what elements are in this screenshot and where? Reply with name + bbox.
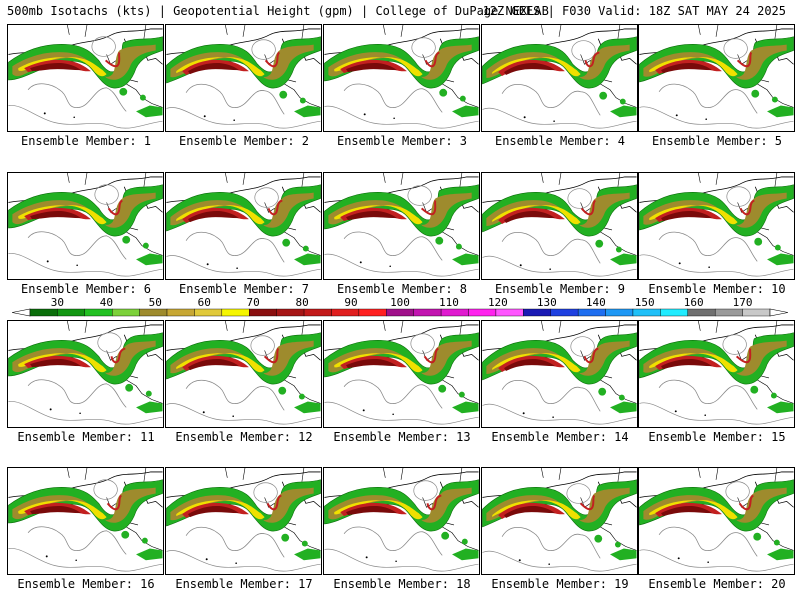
colorbar-swatch: [550, 308, 579, 317]
ensemble-member-map: [323, 172, 480, 280]
ensemble-member-caption: Ensemble Member: 6: [20, 282, 152, 296]
colorbar-swatch: [440, 308, 469, 317]
colorbar-label: 90: [344, 296, 357, 309]
colorbar-swatch: [714, 308, 743, 317]
ensemble-member-caption: Ensemble Member: 15: [648, 430, 786, 444]
ensemble-member-caption: Ensemble Member: 12: [175, 430, 313, 444]
ensemble-member-caption: Ensemble Member: 10: [648, 282, 786, 296]
colorbar-swatch: [358, 308, 387, 317]
ensemble-member-map: [7, 24, 164, 132]
colorbar-swatch: [605, 308, 634, 317]
colorbar-high-arrow: [769, 308, 788, 317]
map-title: 500mb Isotachs (kts) | Geopotential Heig…: [7, 4, 549, 18]
colorbar-label: 150: [635, 296, 655, 309]
ensemble-member-map: [638, 467, 795, 575]
colorbar-swatch: [276, 308, 305, 317]
ensemble-member-map: [7, 320, 164, 428]
colorbar-swatch: [413, 308, 442, 317]
ensemble-member-map: [638, 24, 795, 132]
ensemble-member-caption: Ensemble Member: 1: [20, 134, 152, 148]
colorbar-swatch: [57, 308, 86, 317]
colorbar-swatch: [303, 308, 332, 317]
colorbar-label: 110: [439, 296, 459, 309]
colorbar-swatch: [194, 308, 223, 317]
colorbar-swatch: [249, 308, 277, 317]
colorbar-label: 140: [586, 296, 606, 309]
colorbar-label: 40: [100, 296, 113, 309]
colorbar-swatch: [166, 308, 195, 317]
colorbar-swatch: [139, 308, 168, 317]
colorbar-swatch: [112, 308, 140, 317]
ensemble-member-map: [165, 172, 322, 280]
colorbar-label: 70: [247, 296, 260, 309]
colorbar-swatch: [742, 308, 771, 317]
colorbar-low-arrow: [12, 308, 31, 317]
model-valid-time: 12Z GEFS | F030 Valid: 18Z SAT MAY 24 20…: [482, 4, 786, 18]
ensemble-member-caption: Ensemble Member: 16: [17, 577, 155, 591]
ensemble-member-map: [481, 467, 638, 575]
colorbar-label: 60: [198, 296, 211, 309]
ensemble-member-map: [165, 24, 322, 132]
ensemble-member-map: [481, 172, 638, 280]
colorbar-label: 50: [149, 296, 162, 309]
colorbar-swatch: [577, 308, 606, 317]
ensemble-member-map: [323, 320, 480, 428]
ensemble-member-map: [638, 320, 795, 428]
ensemble-member-caption: Ensemble Member: 4: [494, 134, 626, 148]
colorbar-swatch: [495, 308, 524, 317]
ensemble-member-caption: Ensemble Member: 18: [333, 577, 471, 591]
ensemble-member-caption: Ensemble Member: 17: [175, 577, 313, 591]
colorbar-label: 160: [684, 296, 704, 309]
ensemble-member-caption: Ensemble Member: 11: [17, 430, 155, 444]
ensemble-member-map: [7, 467, 164, 575]
ensemble-member-map: [481, 24, 638, 132]
colorbar-label: 170: [733, 296, 753, 309]
colorbar-label: 100: [390, 296, 410, 309]
colorbar-label: 120: [488, 296, 508, 309]
colorbar-swatch: [84, 308, 113, 317]
ensemble-member-caption: Ensemble Member: 2: [178, 134, 310, 148]
ensemble-member-map: [165, 467, 322, 575]
wind-speed-colorbar: 30 40 50 60 70 80 90 100 110 120 130 140 150 160 170: [12, 296, 788, 317]
ensemble-member-map: [638, 172, 795, 280]
ensemble-member-caption: Ensemble Member: 19: [491, 577, 629, 591]
ensemble-member-caption: Ensemble Member: 9: [494, 282, 626, 296]
colorbar-label: 80: [295, 296, 308, 309]
colorbar-label: 130: [537, 296, 557, 309]
ensemble-member-caption: Ensemble Member: 5: [651, 134, 783, 148]
colorbar-swatch: [632, 308, 661, 317]
colorbar-swatch: [29, 308, 58, 317]
colorbar-label: 30: [51, 296, 64, 309]
ensemble-member-caption: Ensemble Member: 20: [648, 577, 786, 591]
colorbar-swatch: [331, 308, 360, 317]
ensemble-member-map: [323, 467, 480, 575]
ensemble-member-map: [7, 172, 164, 280]
ensemble-member-map: [481, 320, 638, 428]
colorbar-swatch: [660, 308, 688, 317]
ensemble-member-map: [165, 320, 322, 428]
ensemble-member-caption: Ensemble Member: 3: [336, 134, 468, 148]
ensemble-member-caption: Ensemble Member: 7: [178, 282, 310, 296]
ensemble-member-caption: Ensemble Member: 8: [336, 282, 468, 296]
colorbar-swatch: [523, 308, 551, 317]
colorbar-swatch: [221, 308, 250, 317]
ensemble-member-caption: Ensemble Member: 13: [333, 430, 471, 444]
ensemble-member-map: [323, 24, 480, 132]
colorbar-swatch: [386, 308, 414, 317]
colorbar-swatch: [687, 308, 716, 317]
ensemble-member-caption: Ensemble Member: 14: [491, 430, 629, 444]
colorbar-swatch: [468, 308, 497, 317]
